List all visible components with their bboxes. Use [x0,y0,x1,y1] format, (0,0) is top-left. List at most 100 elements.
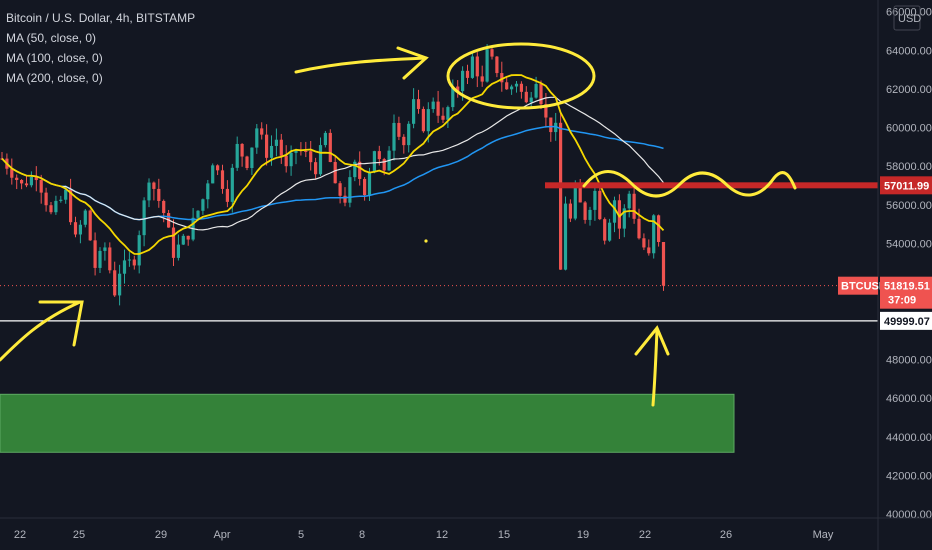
candle [363,178,367,196]
y-tick-label: 40000.00 [886,509,932,521]
candle [39,180,43,193]
candle [529,97,533,103]
candle [367,172,372,196]
price-axis[interactable] [878,0,932,550]
candle [632,193,636,219]
candle [309,151,313,163]
x-tick-label: 22 [14,529,26,541]
candle [441,115,445,120]
candle [201,199,205,211]
ma50-legend[interactable]: MA (50, close, 0) [6,31,97,45]
candle [318,145,323,175]
candle [34,177,38,181]
symbol-tag [838,276,878,295]
candle [593,190,597,210]
candle [372,151,376,173]
candle [500,73,504,83]
candle [235,143,239,168]
candle [93,240,97,268]
annotation-arrow-top [294,56,428,74]
candle [377,151,381,160]
ma200-legend[interactable]: MA (200, close, 0) [6,71,103,85]
candle [132,259,136,266]
y-tick-label: 44000.00 [886,432,932,444]
candle [314,162,318,175]
candle [407,123,411,146]
x-tick-label: 25 [73,529,85,541]
currency-box[interactable] [893,5,921,31]
candle [245,156,249,169]
candle [539,84,543,105]
candle [171,227,176,258]
candle [20,179,24,184]
candle [142,200,146,236]
candle [240,143,244,157]
candle [220,170,225,189]
candle [186,235,190,240]
annotation-arrowhead-up [634,325,670,356]
x-tick-label: 8 [359,529,365,541]
candle [279,139,283,156]
candle [642,238,646,248]
candle [353,161,357,178]
candle [465,70,470,78]
candle [519,83,523,92]
candle [657,215,661,242]
countdown-text: 37:09 [888,295,916,307]
candle [230,167,234,202]
candle [588,209,592,220]
y-tick-label: 64000.00 [886,45,932,57]
x-tick-label: 22 [639,529,651,541]
candle [265,134,269,158]
candle [505,82,509,90]
candle [59,199,63,201]
candle [250,147,254,169]
symbol-title[interactable]: Bitcoin / U.S. Dollar, 4h, BITSTAMP [6,11,196,25]
x-tick-label: 26 [720,529,732,541]
candle [412,99,416,124]
y-tick-label: 46000.00 [886,393,932,405]
x-tick-label: 5 [298,529,304,541]
candle [416,99,421,109]
candle [284,155,288,167]
candle [431,101,435,110]
candle [49,205,53,213]
candle [573,187,577,219]
candle [29,177,33,186]
candle [495,56,499,74]
candle [78,224,82,235]
candle [176,244,180,258]
candle [181,235,185,245]
support-zone [0,393,735,453]
candle [534,84,538,98]
candle [274,139,278,146]
candle [15,177,19,180]
candle [162,200,166,214]
candle [304,150,308,152]
last-price-text: 51819.51 [884,281,930,293]
candle [10,168,14,178]
candle [216,165,220,171]
resistance-price-tag [880,176,932,195]
candle [568,203,572,219]
candle [608,222,612,241]
level-price-text: 49999.07 [884,316,930,328]
annotation-arrow-up [651,328,659,407]
currency-label: USD [898,13,921,25]
candle [617,200,621,229]
x-tick-label: 12 [436,529,448,541]
candle [24,183,29,186]
annotation-circle [446,42,596,110]
candle [426,109,430,132]
candle [108,247,112,271]
candle [225,188,229,202]
resistance-line[interactable] [545,182,878,189]
candle [627,193,631,209]
ma50-line [1,74,665,255]
candle [294,149,298,153]
candle [647,247,651,254]
candle [348,177,352,203]
ma100-legend[interactable]: MA (100, close, 0) [6,51,103,65]
